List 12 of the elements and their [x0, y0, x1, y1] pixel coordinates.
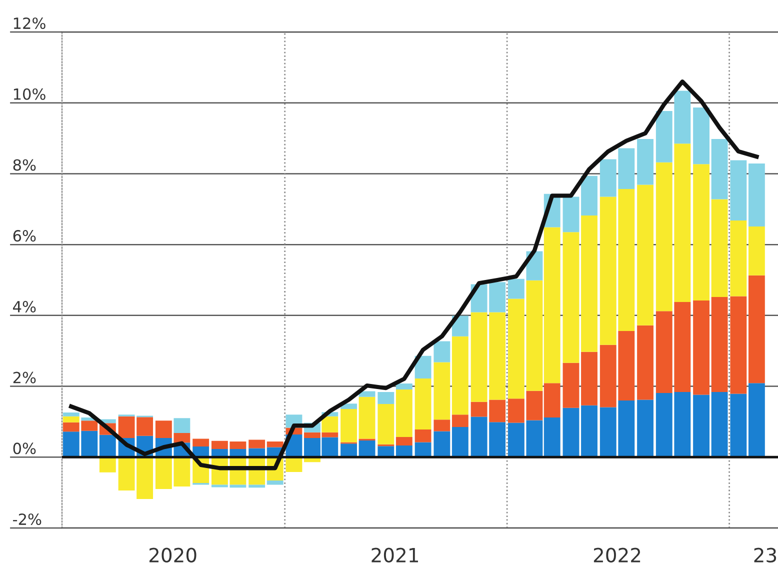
x-tick-label: 23: [754, 548, 776, 562]
x-tick-label: 2020: [149, 548, 196, 562]
y-tick-label: 8%: [13, 159, 36, 171]
x-tick-label: 2022: [594, 548, 640, 562]
x-tick-label: 2021: [372, 548, 418, 562]
y-tick-label: 10%: [14, 88, 46, 100]
y-tick-label: 0%: [13, 442, 36, 454]
y-tick-label: 2%: [13, 372, 36, 384]
y-tick-label: -2%: [13, 513, 42, 526]
y-tick-label: 12%: [14, 17, 46, 30]
y-tick-label: 6%: [13, 230, 36, 242]
y-tick-label: 4%: [13, 300, 36, 312]
